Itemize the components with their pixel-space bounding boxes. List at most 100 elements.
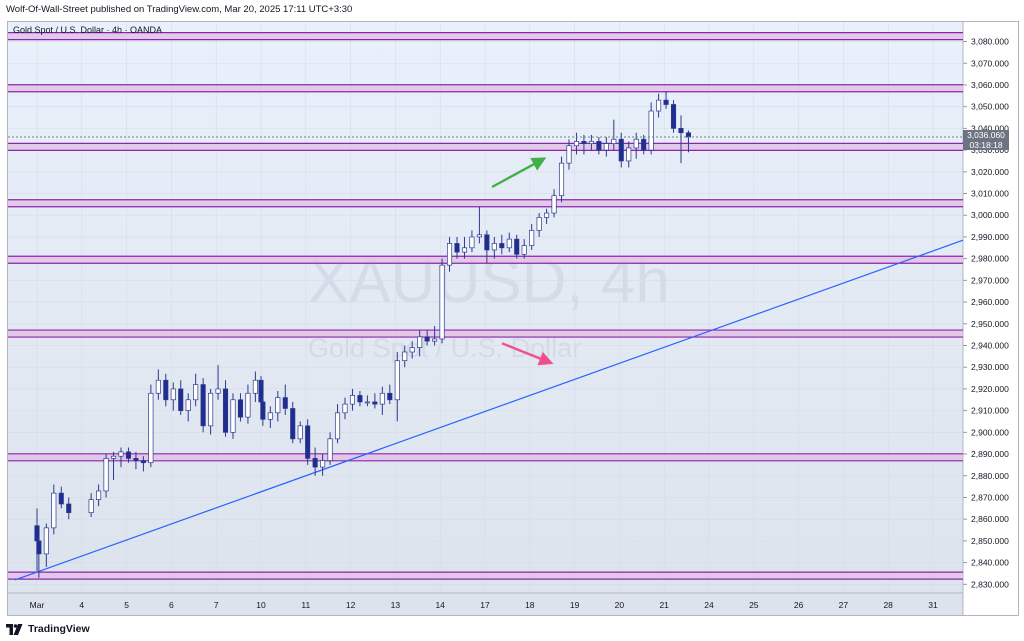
candle-body: [409, 347, 415, 353]
time-tick-label: 6: [169, 600, 174, 610]
candle-body: [461, 247, 468, 253]
level-band: [8, 143, 963, 151]
footer: TradingView: [6, 622, 90, 636]
candle-body: [260, 401, 266, 420]
candle-body: [252, 379, 258, 394]
candle-body: [611, 138, 617, 144]
candle-body: [125, 451, 132, 459]
time-tick-label: 24: [704, 600, 714, 610]
candle-body: [372, 401, 378, 405]
price-tick-label: 3,070.000: [971, 58, 1009, 68]
candle-body: [454, 243, 460, 253]
candle-body: [551, 195, 557, 214]
price-tick-label: 2,900.000: [971, 427, 1009, 437]
candle-body: [237, 399, 244, 418]
candle-body: [230, 399, 236, 433]
candle-body: [446, 243, 453, 266]
candle-body: [208, 392, 214, 427]
candle-body: [222, 388, 229, 433]
candle-body: [521, 245, 527, 255]
candle-body: [424, 336, 430, 342]
price-tick-label: 3,020.000: [971, 167, 1009, 177]
time-tick-label: 21: [659, 600, 669, 610]
candle-body: [96, 490, 102, 500]
time-tick-label: 27: [839, 600, 849, 610]
symbol-description: Gold Spot / U.S. Dollar · 4h · OANDA: [13, 25, 163, 35]
candle-body: [297, 425, 303, 440]
candle-body: [103, 458, 109, 492]
price-tick-label: 2,830.000: [971, 579, 1009, 589]
plot-background: [8, 22, 963, 615]
time-tick-label: 4: [79, 600, 84, 610]
candle-body: [514, 238, 520, 255]
candle-body: [566, 145, 572, 164]
candle-body: [499, 243, 505, 249]
candle-body: [379, 392, 385, 405]
candle-body: [178, 388, 184, 411]
candle-body: [66, 503, 72, 514]
time-tick-label: Mar: [30, 600, 45, 610]
time-tick-label: 13: [391, 600, 401, 610]
price-tick-label: 2,930.000: [971, 362, 1009, 372]
green-arrow: [491, 157, 547, 189]
time-tick-label: 18: [525, 600, 535, 610]
candle-body: [312, 458, 318, 468]
candle-body: [133, 458, 139, 461]
price-tick-label: 2,920.000: [971, 384, 1009, 394]
candle-body: [185, 399, 191, 411]
candle-body: [469, 236, 475, 249]
price-tick-label: 3,000.000: [971, 210, 1009, 220]
price-tick-label: 2,980.000: [971, 254, 1009, 264]
candle-body: [402, 351, 408, 362]
time-tick-label: 17: [480, 600, 490, 610]
price-tick-label: 2,860.000: [971, 514, 1009, 524]
candle-body: [342, 403, 348, 414]
time-tick-label: 19: [570, 600, 580, 610]
arrows-layer[interactable]: [491, 157, 554, 366]
price-tick-label: 3,040.000: [971, 123, 1009, 133]
level-band: [8, 256, 963, 264]
candle-body: [432, 338, 438, 342]
candle-body: [327, 438, 333, 461]
time-tick-label: 26: [794, 600, 804, 610]
candle-body: [163, 379, 169, 401]
candle-body: [685, 132, 692, 138]
trendline-layer[interactable]: [14, 239, 964, 581]
price-tick-label: 2,890.000: [971, 449, 1009, 459]
candle-body: [491, 243, 497, 251]
price-tick-label: 2,990.000: [971, 232, 1009, 242]
candle-body: [148, 392, 154, 464]
candle-body: [275, 397, 281, 414]
candle-body: [417, 336, 423, 349]
candle-body: [648, 110, 654, 151]
candlestick-chart[interactable]: XAUUSD, 4h Gold Spot / U.S. Dollar 3,080…: [8, 22, 1018, 615]
current-price-value: 3,036.060: [967, 129, 1005, 140]
candle-body: [193, 384, 199, 401]
horizontal-levels[interactable]: [8, 32, 963, 580]
price-axis-labels: 3,080.000 3,070.000 3,060.000 3,050.000 3,04…: [963, 37, 1009, 589]
candle-body: [544, 212, 550, 218]
candle-body: [200, 384, 206, 427]
trendline: [14, 239, 964, 581]
candle-body: [484, 234, 490, 251]
candle-body: [558, 162, 565, 197]
candles: [34, 91, 692, 578]
time-tick-label: 31: [928, 600, 938, 610]
candle-body: [506, 238, 512, 249]
price-axis-background[interactable]: [963, 22, 1018, 615]
candle-body: [305, 425, 311, 459]
tradingview-brand: TradingView: [28, 623, 90, 635]
candle-body: [656, 99, 662, 112]
level-band: [8, 199, 963, 207]
pink-arrow: [501, 342, 554, 366]
candle-body: [282, 397, 288, 409]
candle-body: [110, 455, 117, 459]
candle-body: [678, 128, 684, 134]
level-band: [8, 84, 963, 92]
chart-area[interactable]: XAUUSD, 4h Gold Spot / U.S. Dollar 3,080…: [7, 21, 1019, 616]
price-tick-label: 3,060.000: [971, 80, 1009, 90]
candle-body: [633, 138, 639, 149]
price-tick-label: 2,950.000: [971, 319, 1009, 329]
candle-body: [267, 412, 273, 420]
publisher-line: Wolf-Of-Wall-Street published on Trading…: [6, 4, 353, 15]
